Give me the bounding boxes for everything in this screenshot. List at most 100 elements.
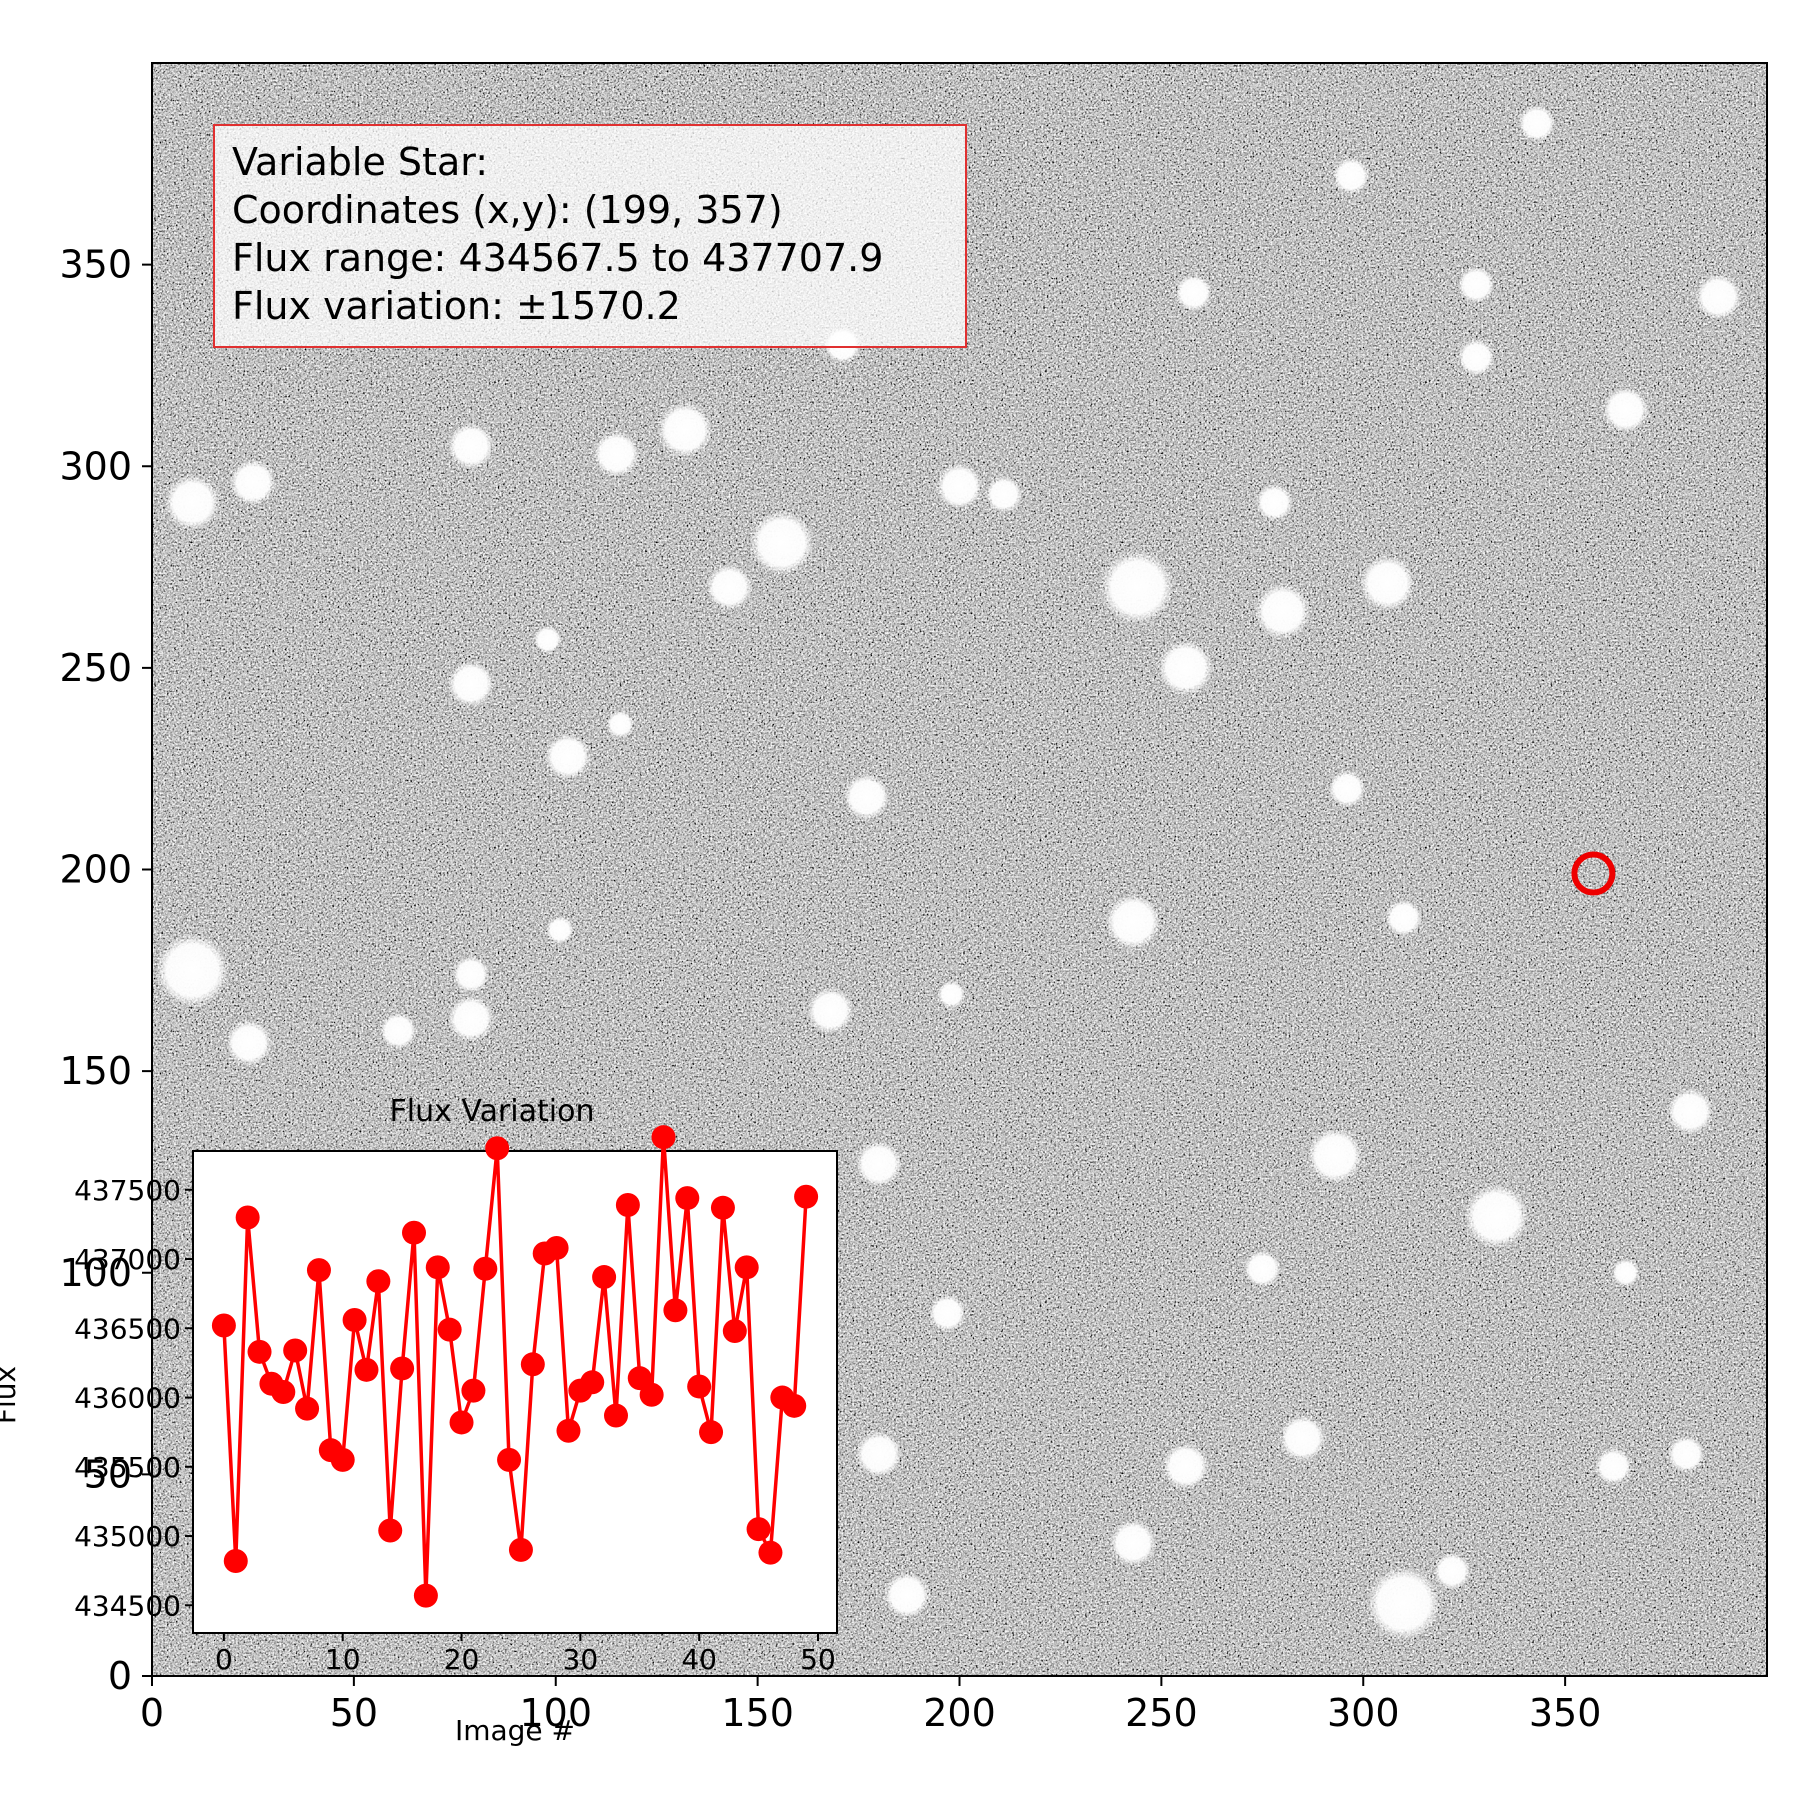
- star-51: [1611, 1258, 1640, 1287]
- inset-x-tick-label: 30: [563, 1643, 599, 1676]
- flux-point-38: [663, 1298, 688, 1323]
- flux-point-34: [615, 1193, 640, 1218]
- inset-y-tick-label: 437000: [74, 1243, 181, 1276]
- star-31: [447, 995, 494, 1042]
- star-17: [1359, 555, 1416, 611]
- star-53: [937, 980, 966, 1009]
- inset-y-tick-label: 436000: [74, 1382, 181, 1415]
- star-11: [544, 733, 591, 780]
- inset-x-tick-label: 50: [800, 1643, 836, 1676]
- flux-point-20: [449, 1410, 474, 1435]
- main-y-axis: 0 50 100 150 200 250 300 350: [59, 243, 152, 1698]
- star-28: [1385, 899, 1423, 937]
- flux-point-33: [603, 1403, 628, 1428]
- star-42: [1279, 1415, 1326, 1462]
- flux-point-41: [699, 1420, 724, 1445]
- flux-point-35: [627, 1366, 652, 1391]
- flux-point-28: [544, 1235, 569, 1260]
- star-26: [1105, 894, 1161, 950]
- flux-point-12: [354, 1357, 379, 1382]
- flux-point-42: [710, 1195, 735, 1220]
- star-48: [1366, 1566, 1441, 1641]
- main-x-tick-label: 350: [1529, 1691, 1602, 1735]
- star-39: [1667, 1088, 1714, 1135]
- flux-point-48: [782, 1393, 807, 1418]
- star-40: [1243, 1250, 1281, 1288]
- flux-point-7: [295, 1396, 320, 1421]
- star-0: [164, 474, 220, 531]
- flux-point-8: [306, 1258, 331, 1283]
- flux-point-40: [687, 1374, 712, 1399]
- star-34: [545, 916, 574, 944]
- star-9: [533, 625, 562, 654]
- star-30: [225, 1019, 272, 1066]
- main-y-tick-label: 50: [84, 1452, 132, 1496]
- flux-point-6: [283, 1338, 308, 1363]
- flux-point-22: [473, 1256, 498, 1281]
- main-y-tick-label: 150: [59, 1049, 132, 1093]
- flux-point-25: [508, 1537, 533, 1562]
- flux-point-17: [413, 1583, 438, 1608]
- main-y-tick-label: 350: [59, 243, 132, 287]
- flux-series-points: [211, 1125, 819, 1608]
- flux-point-36: [639, 1382, 664, 1407]
- info-box: Variable Star: Coordinates (x,y): (199, …: [213, 124, 967, 348]
- flux-point-23: [485, 1136, 510, 1161]
- flux-point-29: [556, 1418, 581, 1443]
- flux-point-15: [390, 1356, 415, 1381]
- star-18: [1518, 105, 1556, 142]
- flux-point-37: [651, 1125, 676, 1150]
- star-27: [1328, 770, 1366, 808]
- star-field: [155, 105, 1742, 1641]
- flux-point-24: [497, 1447, 522, 1472]
- star-49: [1433, 1552, 1471, 1590]
- star-16: [1254, 583, 1311, 640]
- flux-point-18: [425, 1255, 450, 1280]
- flux-point-14: [378, 1518, 403, 1543]
- inset-y-axis-label: Flux: [0, 1366, 22, 1424]
- main-x-tick-label: 0: [140, 1691, 164, 1735]
- inset-y-axis: 434500 435000 435500 436000 436500 437000 4375…: [74, 1174, 193, 1622]
- flux-point-31: [580, 1370, 605, 1395]
- star-6: [985, 476, 1023, 513]
- info-line-3: Flux range: 434567.5 to 437707.9: [232, 236, 883, 280]
- star-1: [229, 459, 276, 506]
- inset-x-axis-label: Image #: [455, 1714, 575, 1747]
- main-x-tick-label: 250: [1125, 1691, 1198, 1735]
- flux-point-21: [461, 1378, 486, 1403]
- star-14: [1100, 550, 1174, 625]
- flux-point-1: [223, 1548, 248, 1573]
- main-x-axis: 0 50 100 150 200 250 300 350: [140, 1676, 1601, 1735]
- star-45: [1667, 1435, 1705, 1473]
- flux-inset-chart: Flux Variation 0 10 20 30 40 50 4345004350004…: [0, 1094, 838, 1747]
- inset-x-tick-label: 20: [444, 1643, 480, 1676]
- main-y-tick-label: 250: [59, 646, 132, 690]
- star-19: [1332, 157, 1370, 195]
- star-20: [1175, 274, 1213, 312]
- inset-x-tick-label: 10: [325, 1643, 361, 1676]
- main-x-tick-label: 100: [519, 1691, 592, 1735]
- star-22: [1457, 338, 1495, 376]
- info-line-4: Flux variation: ±1570.2: [232, 284, 681, 328]
- main-y-tick-label: 100: [59, 1251, 132, 1295]
- flux-point-19: [437, 1317, 462, 1342]
- inset-y-tick-label: 434500: [74, 1589, 181, 1622]
- flux-point-46: [758, 1540, 783, 1565]
- star-35: [807, 987, 854, 1034]
- star-25: [1256, 484, 1293, 521]
- star-12: [606, 710, 635, 739]
- inset-x-tick-label: 40: [681, 1643, 717, 1676]
- flux-point-2: [235, 1205, 260, 1230]
- info-box-background: [213, 124, 967, 348]
- flux-point-11: [342, 1307, 367, 1332]
- main-y-tick-label: 300: [59, 444, 132, 488]
- inset-y-tick-label: 435500: [74, 1451, 181, 1484]
- flux-point-39: [675, 1186, 700, 1211]
- star-44: [1595, 1447, 1632, 1485]
- inset-y-tick-label: 437500: [74, 1174, 181, 1207]
- star-41: [928, 1294, 966, 1332]
- main-x-tick-label: 200: [923, 1691, 996, 1735]
- star-21: [1457, 266, 1495, 304]
- flux-point-45: [746, 1517, 771, 1542]
- main-x-tick-label: 50: [330, 1691, 378, 1735]
